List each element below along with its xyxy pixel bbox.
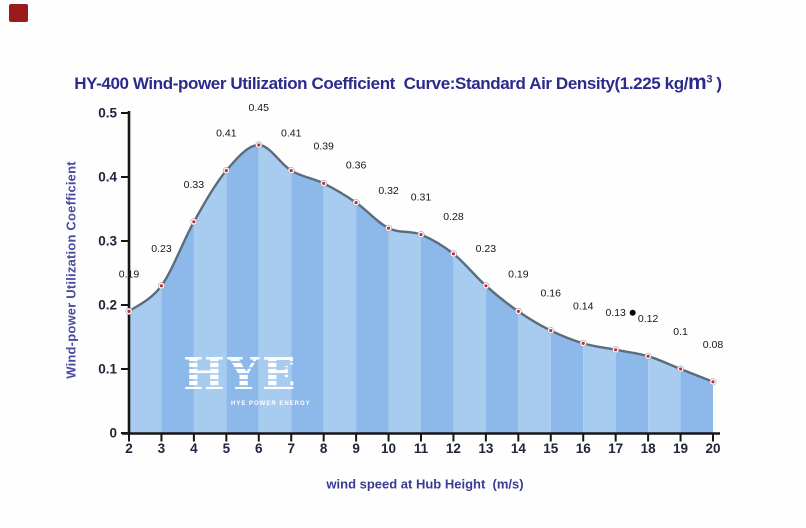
data-point-marker-center	[678, 367, 683, 371]
data-point-marker-center	[289, 169, 293, 173]
y-tick-label: 0.3	[98, 234, 117, 249]
x-tick-label: 13	[478, 441, 494, 456]
stray-black-dot	[629, 309, 636, 316]
x-tick-label: 2	[125, 441, 133, 456]
data-point-label: 0.19	[119, 268, 140, 280]
area-fill-band	[258, 145, 292, 433]
data-point-label: 0.23	[476, 243, 497, 255]
data-point-marker-center	[581, 341, 585, 345]
data-point-marker-center	[711, 380, 715, 384]
data-point-marker-center	[354, 201, 358, 205]
data-point-label: 0.19	[508, 268, 529, 280]
x-tick-label: 5	[223, 441, 231, 456]
chart-title-text: HY-400 Wind-power Utilization Coefficien…	[74, 74, 689, 93]
data-point-label: 0.23	[151, 243, 172, 255]
area-fill-band	[615, 145, 649, 433]
area-fill-band	[421, 145, 454, 433]
data-point-marker-center	[322, 181, 326, 185]
y-tick-label: 0.1	[98, 362, 117, 377]
x-tick-label: 16	[576, 441, 592, 456]
y-tick-label: 0.2	[98, 298, 117, 313]
y-tick-label: 0	[109, 426, 117, 441]
data-point-marker-center	[192, 220, 196, 224]
x-axis-title: wind speed at Hub Height (m/s)	[326, 476, 524, 492]
chart-title-suffix: )	[712, 74, 722, 93]
data-point-label: 0.36	[346, 160, 367, 172]
y-tick-label: 0.5	[98, 106, 117, 121]
y-axis-title: Wind-power Utilization Coefficient	[63, 161, 79, 379]
data-point-label: 0.13	[605, 307, 626, 319]
data-point-marker-center	[224, 169, 228, 173]
area-fill-band	[648, 145, 681, 433]
data-point-marker-center	[159, 284, 164, 288]
red-corner-marker	[9, 4, 28, 22]
x-tick-label: 7	[287, 441, 295, 456]
area-fill-band	[583, 145, 616, 433]
x-tick-label: 9	[352, 441, 360, 456]
area-fill-band	[388, 145, 421, 433]
data-point-marker-center	[419, 233, 423, 237]
area-fill-band	[291, 145, 324, 433]
data-point-marker-center	[549, 329, 553, 333]
x-tick-label: 15	[543, 441, 559, 456]
data-point-label: 0.41	[216, 128, 237, 140]
data-point-label: 0.45	[249, 102, 270, 114]
data-point-marker-center	[516, 309, 520, 313]
data-point-marker-center	[127, 309, 131, 313]
data-point-label: 0.12	[638, 313, 659, 325]
watermark-logo: HYE	[183, 349, 299, 400]
data-point-label: 0.33	[184, 179, 205, 191]
area-fill-band	[356, 145, 389, 433]
x-tick-label: 4	[190, 441, 198, 456]
chart-title-unit-exponent: 3	[706, 73, 713, 86]
x-tick-label: 20	[705, 441, 720, 456]
data-point-label: 0.14	[573, 300, 594, 312]
x-tick-label: 11	[414, 441, 429, 456]
data-point-label: 0.39	[313, 140, 334, 152]
area-fill-band	[550, 145, 584, 433]
data-point-marker-center	[614, 348, 618, 352]
data-point-label: 0.31	[411, 192, 432, 204]
chart-title-unit: m	[688, 71, 707, 94]
area-fill-band	[226, 145, 259, 433]
x-tick-label: 17	[608, 441, 623, 456]
data-point-label: 0.41	[281, 128, 302, 140]
data-point-label: 0.32	[378, 185, 399, 197]
area-fill-band	[323, 145, 357, 433]
data-point-label: 0.08	[703, 339, 724, 351]
y-tick-label: 0.4	[98, 170, 117, 185]
data-point-marker-center	[451, 252, 456, 256]
data-point-marker-center	[257, 143, 261, 147]
data-point-label: 0.1	[673, 326, 688, 338]
x-tick-label: 3	[158, 441, 166, 456]
x-tick-label: 12	[446, 441, 461, 456]
data-point-marker-center	[646, 354, 650, 358]
watermark-subtext: HYE POWER ENERGY	[231, 401, 311, 407]
data-point-label: 0.16	[541, 288, 562, 300]
chart-title: HY-400 Wind-power Utilization Coefficien…	[57, 52, 722, 114]
x-tick-label: 8	[320, 441, 328, 456]
x-tick-label: 19	[673, 441, 688, 456]
area-fill-band	[680, 145, 713, 433]
data-point-marker-center	[484, 284, 488, 288]
x-tick-label: 14	[511, 441, 527, 456]
x-tick-label: 6	[255, 441, 263, 456]
data-point-label: 0.28	[443, 211, 464, 223]
x-tick-label: 10	[381, 441, 396, 456]
x-tick-label: 18	[641, 441, 657, 456]
data-point-marker-center	[386, 226, 391, 230]
